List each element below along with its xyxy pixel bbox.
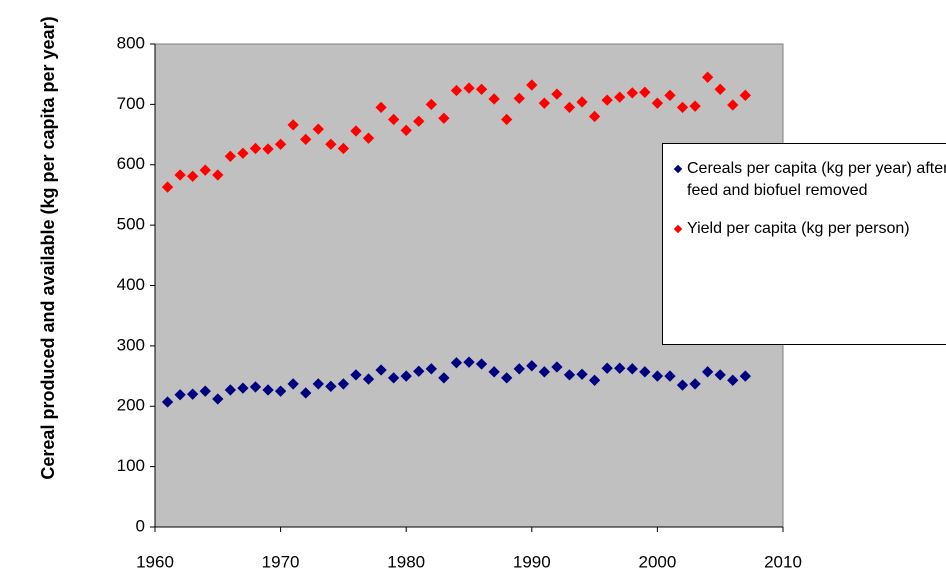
point [400, 370, 412, 382]
point [375, 364, 387, 376]
y-tick-label: 700 [117, 94, 145, 113]
point [350, 369, 362, 381]
point [212, 169, 224, 181]
y-tick-label: 100 [117, 456, 145, 475]
y-tick-label: 0 [136, 516, 145, 535]
point [488, 366, 500, 378]
x-tick-label: 1980 [387, 552, 425, 571]
point [501, 372, 513, 384]
y-tick-label: 400 [117, 275, 145, 294]
point [312, 378, 324, 390]
point [174, 389, 186, 401]
y-axis-label: Cereal produced and available (kg per ca… [38, 16, 58, 480]
point [262, 384, 274, 396]
point [174, 169, 186, 181]
legend: Cereals per capita (kg per year) after f… [662, 143, 946, 345]
point [249, 142, 262, 155]
y-tick-label: 300 [117, 335, 145, 354]
point [626, 363, 638, 375]
x-tick-label: 1970 [262, 552, 300, 571]
point [337, 142, 350, 155]
legend-swatch [673, 164, 683, 174]
point [249, 381, 262, 393]
point [526, 360, 538, 372]
point [237, 382, 249, 394]
point [387, 372, 400, 384]
point [274, 385, 287, 397]
point [199, 164, 211, 176]
point [576, 368, 588, 380]
point [187, 388, 199, 400]
point [337, 378, 350, 390]
point [639, 366, 651, 378]
point [287, 378, 299, 390]
point [300, 133, 312, 146]
point [739, 370, 751, 382]
point [513, 363, 525, 375]
point [413, 365, 425, 377]
legend-label: Yield per capita (kg per person) [687, 220, 910, 237]
x-tick-label: 1960 [136, 552, 174, 571]
point [450, 357, 463, 369]
point [701, 366, 714, 378]
point [362, 132, 375, 144]
x-tick-label: 2000 [638, 552, 676, 571]
point [651, 370, 664, 382]
point [212, 393, 224, 405]
point [237, 147, 249, 159]
point [187, 170, 199, 182]
x-tick-label: 2010 [764, 552, 802, 571]
point [601, 362, 613, 374]
point [362, 373, 375, 385]
point [224, 384, 237, 396]
point [325, 138, 337, 150]
y-tick-label: 800 [117, 33, 145, 52]
point [161, 181, 174, 193]
point [588, 374, 601, 386]
legend-label: Cereals per capita (kg per year) after f… [687, 160, 946, 199]
point [425, 363, 437, 375]
legend-swatch [673, 224, 683, 234]
y-tick-label: 500 [117, 215, 145, 234]
x-tick-label: 1990 [513, 552, 551, 571]
legend-item: Cereals per capita (kg per year) after f… [663, 158, 946, 202]
point [438, 372, 450, 384]
point [300, 387, 312, 399]
point [664, 370, 676, 382]
point [563, 369, 576, 381]
legend-item: Yield per capita (kg per person) [663, 218, 946, 240]
point [551, 361, 563, 373]
point [262, 143, 274, 155]
point [614, 362, 626, 374]
point [689, 378, 701, 390]
point [325, 380, 337, 392]
point [538, 366, 551, 378]
point [475, 358, 488, 370]
point [463, 356, 475, 368]
point [727, 374, 739, 386]
y-tick-label: 600 [117, 154, 145, 173]
point [224, 150, 237, 162]
point [199, 385, 211, 397]
point [161, 396, 174, 408]
y-tick-label: 200 [117, 396, 145, 415]
point [714, 369, 726, 381]
point [676, 379, 689, 391]
point [274, 138, 287, 150]
